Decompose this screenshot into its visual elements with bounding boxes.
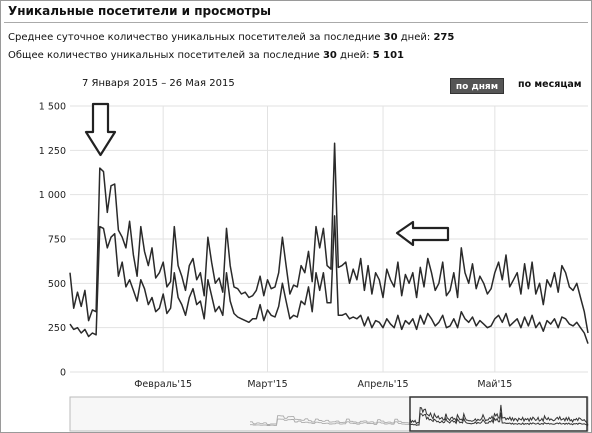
range-navigator[interactable]	[69, 396, 589, 432]
date-range-label: 7 Января 2015 – 26 Мая 2015	[82, 78, 235, 89]
y-tick-label: 1 250	[39, 146, 66, 157]
series-line-1	[69, 142, 589, 334]
by-day-button[interactable]: по дням	[450, 78, 504, 94]
x-axis-ticks: Февраль'15 Март'15 Апрель'15 Май'15	[134, 379, 512, 390]
annotation-arrows	[84, 102, 450, 247]
y-tick-label: 500	[48, 279, 66, 290]
y-tick-label: 1 000	[39, 190, 66, 201]
total-visitors-stat: Общее количество уникальных посетителей …	[8, 50, 404, 61]
stat2-label: Общее количество уникальных посетителей …	[8, 50, 323, 61]
x-tick-label: Апрель'15	[358, 379, 409, 390]
stat1-value: 275	[433, 32, 455, 43]
navigator-series-line	[409, 412, 589, 427]
y-tick-label: 0	[60, 368, 66, 379]
navigator-background	[69, 396, 589, 432]
y-tick-label: 1 500	[39, 102, 66, 113]
arrow-down-icon	[84, 102, 117, 157]
navigator-series-line	[409, 404, 589, 426]
series-line-2	[69, 215, 589, 344]
arrow-left-icon	[395, 220, 450, 247]
x-tick-label: Февраль'15	[134, 379, 192, 390]
avg-daily-visitors-stat: Среднее суточное количество уникальных п…	[8, 32, 454, 43]
x-tick-label: Май'15	[477, 379, 512, 390]
title-divider	[4, 22, 588, 23]
y-tick-label: 750	[48, 235, 66, 246]
stat1-label: Среднее суточное количество уникальных п…	[8, 32, 384, 43]
y-tick-label: 250	[48, 323, 66, 334]
by-month-button[interactable]: по месяцам	[518, 79, 582, 90]
stat2-days: 30	[322, 50, 337, 61]
navigator-history-line	[250, 418, 410, 426]
x-tick-label: Март'15	[247, 379, 287, 390]
chart-grid	[70, 105, 588, 373]
chart-series	[69, 142, 589, 344]
stat1-days: 30	[383, 32, 398, 43]
navigator-selection-window[interactable]	[409, 396, 588, 432]
stat1-mid: дней:	[397, 32, 434, 43]
stat2-mid: дней:	[336, 50, 373, 61]
y-axis-ticks: 1 500 1 250 1 000 750 500 250 0	[39, 102, 66, 379]
widget-title: Уникальные посетители и просмотры	[8, 4, 271, 18]
stat2-value: 5 101	[372, 50, 405, 61]
